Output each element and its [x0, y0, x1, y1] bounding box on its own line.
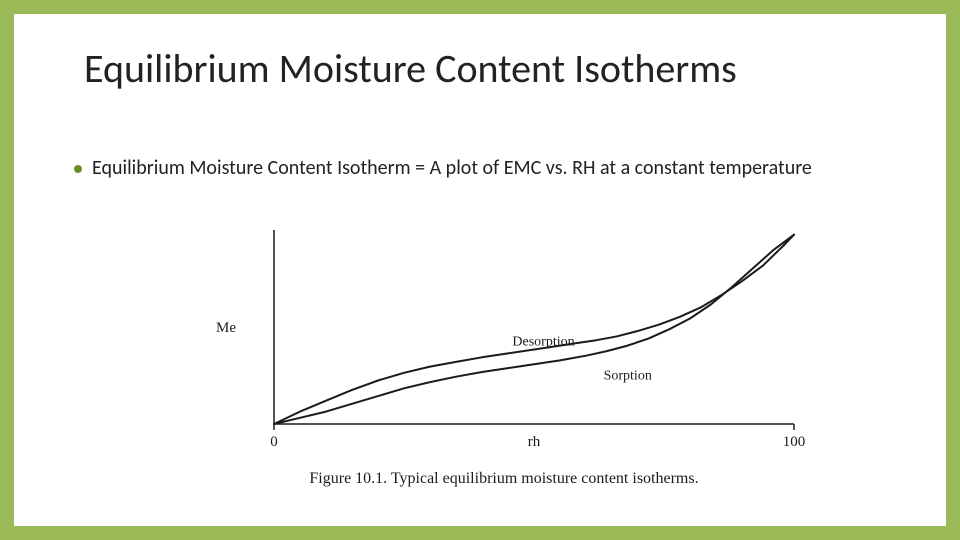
bullet-text: Equilibrium Moisture Content Isotherm = … — [92, 156, 812, 181]
isotherm-chart: 0 100 rh Me Desorption Sorption Figure 10.1. … — [194, 224, 814, 488]
figure-caption: Figure 10.1. Typical equilibrium moistur… — [194, 470, 814, 488]
svg-text:0: 0 — [270, 434, 278, 450]
bullet-item: Equilibrium Moisture Content Isotherm = … — [74, 156, 896, 181]
slide-frame: Equilibrium Moisture Content Isotherms E… — [0, 0, 960, 540]
isotherm-chart-svg: 0 100 rh Me Desorption Sorption — [194, 224, 814, 464]
svg-text:rh: rh — [528, 434, 541, 450]
svg-text:Sorption: Sorption — [604, 369, 652, 384]
svg-text:Me: Me — [216, 320, 236, 336]
svg-text:100: 100 — [783, 434, 806, 450]
bullet-dot-icon — [74, 165, 82, 173]
slide-title: Equilibrium Moisture Content Isotherms — [84, 44, 906, 93]
svg-text:Desorption: Desorption — [512, 335, 574, 350]
